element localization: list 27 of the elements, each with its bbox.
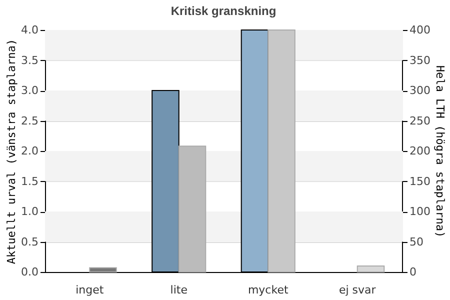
y2-tick-label: 50 (410, 235, 424, 248)
y-tick-label: 0.0 (21, 266, 38, 278)
x-tick-label: ej svar (338, 284, 376, 296)
y-tick-label: 3.5 (21, 54, 38, 67)
y-axis-title: Aktuellt urval (vänstra staplarna) (5, 38, 18, 264)
y2-tick-label: 250 (410, 114, 430, 128)
x-tick-label: lite (170, 284, 188, 296)
y-tick-label: 4.0 (21, 24, 38, 36)
y2-tick-label: 300 (410, 84, 430, 97)
bar (89, 267, 117, 272)
y-tick-label: 1.0 (21, 205, 38, 218)
y-tick-label: 1.5 (21, 174, 38, 188)
y-tick-label: 3.0 (21, 84, 38, 97)
y-tick-label: 0.5 (21, 235, 38, 248)
bar (356, 265, 385, 272)
y2-axis-title: Hela LTH (högra staplarna) (433, 65, 446, 238)
y-tick-label: 2.0 (21, 144, 38, 158)
chart-title: Kritisk granskning (170, 4, 276, 18)
x-tick-label: inget (76, 284, 104, 296)
y-tick-label: 2.5 (21, 114, 38, 128)
y2-tick-label: 400 (410, 24, 430, 36)
y2-tick-label: 0 (410, 266, 416, 278)
x-tick-label: mycket (248, 284, 289, 296)
y2-tick-label: 150 (410, 174, 430, 188)
y2-tick-label: 100 (410, 205, 430, 218)
y2-tick-label: 350 (410, 54, 430, 67)
y2-tick-label: 200 (410, 144, 430, 158)
